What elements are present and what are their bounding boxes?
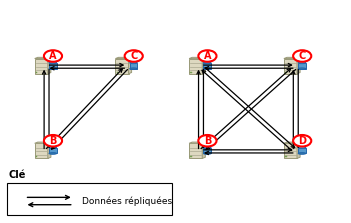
Ellipse shape: [49, 62, 57, 64]
Polygon shape: [284, 59, 297, 74]
Circle shape: [293, 135, 311, 147]
Ellipse shape: [298, 68, 306, 70]
Bar: [49, 148, 57, 153]
Polygon shape: [297, 57, 300, 74]
Circle shape: [198, 135, 217, 147]
Text: A: A: [49, 51, 57, 61]
Ellipse shape: [49, 153, 57, 154]
Text: D: D: [298, 136, 306, 146]
Circle shape: [44, 135, 62, 147]
Ellipse shape: [130, 62, 137, 64]
Circle shape: [44, 50, 62, 62]
Polygon shape: [115, 57, 132, 59]
Bar: [298, 148, 306, 153]
Polygon shape: [35, 59, 48, 74]
Circle shape: [198, 50, 217, 62]
Polygon shape: [35, 142, 51, 143]
Ellipse shape: [298, 147, 306, 148]
Ellipse shape: [298, 153, 306, 154]
Bar: [117, 72, 118, 73]
Polygon shape: [297, 142, 300, 159]
Polygon shape: [35, 57, 51, 59]
FancyBboxPatch shape: [7, 183, 172, 215]
Polygon shape: [189, 142, 205, 143]
Bar: [191, 72, 192, 73]
Text: A: A: [204, 51, 211, 61]
Bar: [204, 63, 211, 69]
Polygon shape: [115, 59, 128, 74]
Polygon shape: [189, 57, 205, 59]
Ellipse shape: [204, 153, 211, 154]
Ellipse shape: [298, 62, 306, 64]
Polygon shape: [35, 143, 48, 159]
Ellipse shape: [204, 147, 211, 148]
Bar: [298, 63, 306, 69]
Bar: [36, 72, 38, 73]
Polygon shape: [284, 57, 300, 59]
Ellipse shape: [49, 147, 57, 148]
Ellipse shape: [204, 68, 211, 70]
Polygon shape: [284, 143, 297, 159]
Polygon shape: [189, 59, 202, 74]
Bar: [49, 63, 57, 69]
Circle shape: [293, 50, 311, 62]
Text: Clé: Clé: [9, 169, 26, 180]
Polygon shape: [128, 57, 132, 74]
Ellipse shape: [130, 68, 137, 70]
Ellipse shape: [49, 68, 57, 70]
Circle shape: [125, 50, 143, 62]
Bar: [130, 63, 137, 69]
Text: Données répliquées: Données répliquées: [82, 196, 173, 206]
Text: B: B: [204, 136, 211, 146]
Bar: [204, 148, 211, 153]
Polygon shape: [48, 142, 51, 159]
Bar: [285, 72, 287, 73]
Polygon shape: [284, 142, 300, 143]
Polygon shape: [202, 57, 205, 74]
Text: B: B: [49, 136, 57, 146]
Text: C: C: [299, 51, 306, 61]
Polygon shape: [202, 142, 205, 159]
Polygon shape: [189, 143, 202, 159]
Polygon shape: [48, 57, 51, 74]
Ellipse shape: [204, 62, 211, 64]
Text: C: C: [130, 51, 137, 61]
